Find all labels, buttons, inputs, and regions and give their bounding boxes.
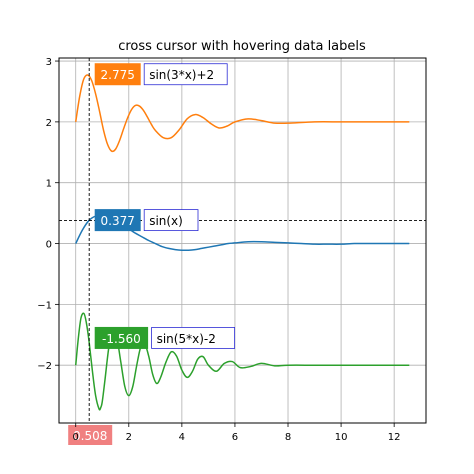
hover-name-box-0: [143, 63, 228, 86]
hover-name-label-0: sin(3*x)+2: [149, 68, 214, 82]
hover-name-label-1: sin(x): [149, 214, 183, 228]
x-tick-label: 4: [179, 432, 185, 443]
plot-frame: [58, 57, 427, 424]
y-tick-label: 1: [46, 179, 52, 190]
series-layer: [74, 74, 410, 411]
x-tick-label: 0: [73, 432, 79, 443]
hover-value-label-2: -1.560: [102, 332, 141, 346]
cursor-x-label-box: [68, 425, 113, 445]
series-line-1: [74, 74, 410, 153]
series-line-2: [74, 312, 410, 411]
y-tick-label: 0: [46, 240, 52, 251]
cross-cursor: 0.508: [59, 58, 426, 445]
hover-value-box-1: [94, 209, 141, 232]
hover-name-box-1: [143, 209, 199, 232]
y-tick-label: 3: [46, 57, 52, 68]
chart-title: cross cursor with hovering data labels: [118, 39, 366, 54]
y-tick-label: 2: [46, 118, 52, 129]
x-tick-label: 8: [285, 432, 291, 443]
hover-value-box-0: [94, 63, 141, 86]
x-tick-label: 6: [232, 432, 238, 443]
hover-name-box-2: [151, 327, 235, 349]
hover-name-label-2: sin(5*x)-2: [157, 332, 216, 346]
y-tick-label: −1: [37, 300, 52, 311]
hover-labels: 2.775 sin(3*x)+2 0.377 sin(x) -1.560 sin(5*x)…: [94, 63, 235, 349]
hover-value-label-0: 2.775: [101, 68, 135, 82]
x-tick-label: 12: [388, 432, 401, 443]
hover-value-label-1: 0.377: [101, 214, 135, 228]
y-tick-label: −2: [37, 361, 52, 372]
hover-value-box-2: [94, 326, 149, 349]
x-tick-label: 2: [126, 432, 132, 443]
x-tick-label: 10: [335, 432, 348, 443]
cursor-x-label: 0.508: [73, 429, 107, 443]
